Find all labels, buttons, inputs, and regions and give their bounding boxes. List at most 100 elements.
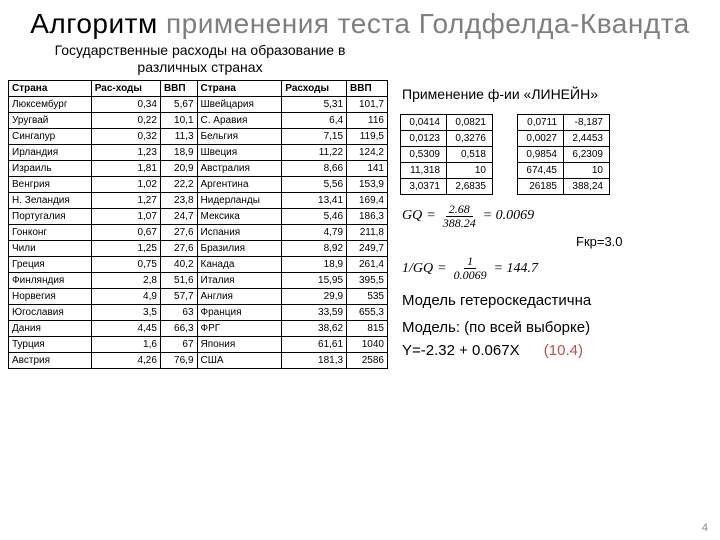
table-cell: 27,6: [160, 224, 197, 240]
table-row: Сингапур0,3211,3Бельгия7,15119,5: [9, 128, 388, 144]
table-cell: -8,187: [564, 114, 610, 130]
table-cell: 4,9: [91, 288, 160, 304]
table-row: 0,53090,518: [401, 146, 493, 162]
table-cell: США: [197, 352, 282, 368]
table-cell: 76,9: [160, 352, 197, 368]
table-row: 26185388,24: [518, 178, 610, 194]
table-row: Чили1,2527,6Бразилия8,92249,7: [9, 240, 388, 256]
table-header: ВВП: [160, 80, 197, 96]
table-header: Страна: [9, 80, 92, 96]
table-cell: 0,22: [91, 112, 160, 128]
table-cell: 2,4453: [564, 130, 610, 146]
table-cell: 5,31: [282, 96, 347, 112]
table-cell: 1,6: [91, 336, 160, 352]
inv-gq-formula: 1/GQ = 1 0.0069 = 144.7: [402, 255, 708, 282]
table-cell: Англия: [197, 288, 282, 304]
table-cell: Швейцария: [197, 96, 282, 112]
table-cell: 6,4: [282, 112, 347, 128]
table-row: 0,98546,2309: [518, 146, 610, 162]
table-row: Израиль1,8120,9Австралия8,66141: [9, 160, 388, 176]
title-dark: Алгоритм: [30, 8, 157, 39]
inv-num: 1: [464, 255, 476, 269]
table-cell: Аргентина: [197, 176, 282, 192]
lineyn-table-2: 0,0711-8,1870,00272,44530,98546,2309674,…: [517, 114, 610, 195]
table-cell: 116: [347, 112, 388, 128]
table-cell: 186,3: [347, 208, 388, 224]
table-row: 11,31810: [401, 162, 493, 178]
table-cell: 2,8: [91, 272, 160, 288]
table-cell: 7,15: [282, 128, 347, 144]
table-cell: 101,7: [347, 96, 388, 112]
table-cell: 10,1: [160, 112, 197, 128]
table-cell: Португалия: [9, 208, 92, 224]
table-cell: 153,9: [347, 176, 388, 192]
table-cell: Мексика: [197, 208, 282, 224]
table-cell: Австралия: [197, 160, 282, 176]
table-cell: Венгрия: [9, 176, 92, 192]
table-cell: 2,6835: [447, 178, 493, 194]
right-title: Применение ф-ии «ЛИНЕЙН»: [402, 86, 708, 102]
table-cell: 10: [564, 162, 610, 178]
table-cell: 11,3: [160, 128, 197, 144]
table-cell: 141: [347, 160, 388, 176]
table-cell: 5,56: [282, 176, 347, 192]
table-cell: 1,27: [91, 192, 160, 208]
table-cell: 10: [447, 162, 493, 178]
table-row: Н. Зеландия1,2723,8Нидерланды13,41169,4: [9, 192, 388, 208]
table-cell: 0,34: [91, 96, 160, 112]
table-cell: 11,318: [401, 162, 447, 178]
table-cell: 23,8: [160, 192, 197, 208]
eq-text: Y=-2.32 + 0.067X: [402, 342, 520, 359]
table-cell: 66,3: [160, 320, 197, 336]
table-cell: 1,23: [91, 144, 160, 160]
regression-equation: Y=-2.32 + 0.067X (10.4): [402, 342, 708, 359]
table-row: 674,4510: [518, 162, 610, 178]
table-cell: 0,32: [91, 128, 160, 144]
table-cell: 63: [160, 304, 197, 320]
table-cell: Ирландия: [9, 144, 92, 160]
table-cell: 0,75: [91, 256, 160, 272]
table-cell: Югославия: [9, 304, 92, 320]
table-cell: 57,7: [160, 288, 197, 304]
table-row: Ирландия1,2318,9Швеция11,22124,2: [9, 144, 388, 160]
table-cell: 4,45: [91, 320, 160, 336]
table-cell: 0,0711: [518, 114, 564, 130]
table-cell: 15,95: [282, 272, 347, 288]
model-stmt: Модель: (по всей выборке): [402, 319, 708, 336]
subtitle: Государственные расходы на образование в…: [20, 42, 380, 76]
table-cell: 535: [347, 288, 388, 304]
table-cell: 169,4: [347, 192, 388, 208]
table-cell: 38,62: [282, 320, 347, 336]
table-row: 0,01230,3276: [401, 130, 493, 146]
table-cell: 22,2: [160, 176, 197, 192]
table-cell: 4,26: [91, 352, 160, 368]
table-cell: 815: [347, 320, 388, 336]
inv-den: 0.0069: [451, 269, 490, 282]
table-cell: 1040: [347, 336, 388, 352]
table-row: Люксембург0,345,67Швейцария5,31101,7: [9, 96, 388, 112]
table-cell: 0,9854: [518, 146, 564, 162]
table-cell: 261,4: [347, 256, 388, 272]
table-row: Австрия4,2676,9США181,32586: [9, 352, 388, 368]
table-cell: 211,8: [347, 224, 388, 240]
table-cell: 4,79: [282, 224, 347, 240]
table-cell: Финляндия: [9, 272, 92, 288]
table-cell: Испания: [197, 224, 282, 240]
table-cell: 29,9: [282, 288, 347, 304]
table-row: Венгрия1,0222,2Аргентина5,56153,9: [9, 176, 388, 192]
table-cell: 18,9: [282, 256, 347, 272]
table-cell: 0,3276: [447, 130, 493, 146]
table-cell: 8,66: [282, 160, 347, 176]
table-row: Португалия1,0724,7Мексика5,46186,3: [9, 208, 388, 224]
table-cell: 249,7: [347, 240, 388, 256]
table-cell: 0,0027: [518, 130, 564, 146]
gq-lhs: GQ: [402, 208, 422, 224]
table-header: ВВП: [347, 80, 388, 96]
table-header: Рас-ходы: [91, 80, 160, 96]
table-cell: 119,5: [347, 128, 388, 144]
table-cell: Швеция: [197, 144, 282, 160]
table-row: 0,0711-8,187: [518, 114, 610, 130]
table-cell: 1,81: [91, 160, 160, 176]
inv-res: = 144.7: [494, 261, 538, 277]
table-cell: Сингапур: [9, 128, 92, 144]
